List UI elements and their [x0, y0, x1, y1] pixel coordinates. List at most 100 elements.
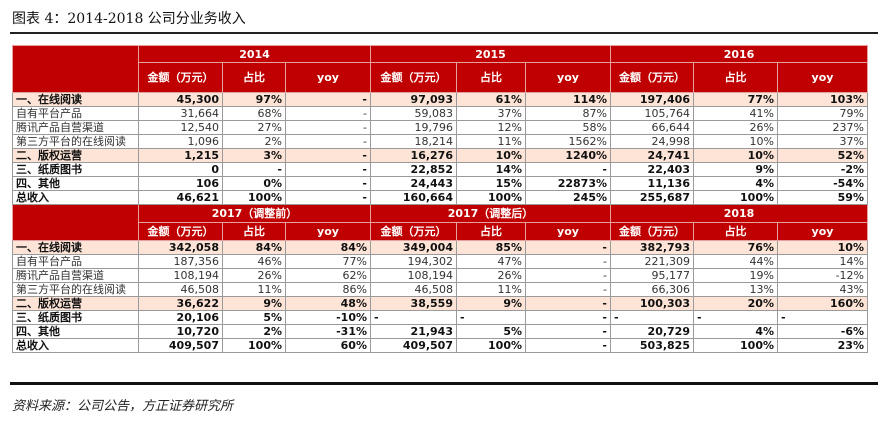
- year-header: 2018: [610, 204, 868, 223]
- share-cell: 19%: [693, 268, 778, 283]
- row-label: 四、其他: [12, 324, 139, 339]
- table-row: 自有平台产品 187,356 46% 77% 194,302 47% -221,309 44%…: [12, 254, 868, 269]
- amount-cell: 12,540: [138, 120, 223, 135]
- amount-cell: 100,303: [610, 296, 694, 311]
- amount-cell: 20,729: [610, 324, 694, 339]
- amount-cell: 46,508: [138, 282, 223, 297]
- column-header: 占比: [456, 62, 526, 93]
- share-cell: 68%: [222, 106, 286, 121]
- share-cell: 12%: [456, 120, 526, 135]
- amount-cell: 36,622: [138, 296, 223, 311]
- amount-cell: 46,508: [370, 282, 457, 297]
- table-row: 二、版权运营 1,215 3% -16,276 10% 1240% 24,741 10% 52%: [12, 148, 868, 163]
- yoy-cell: -: [285, 148, 371, 163]
- amount-cell: 16,276: [370, 148, 457, 163]
- amount-cell: 45,300: [138, 92, 223, 107]
- amount-cell: 0: [138, 162, 223, 177]
- share-cell: 100%: [693, 190, 778, 205]
- yoy-cell: 86%: [285, 282, 371, 297]
- amount-cell: 66,644: [610, 120, 694, 135]
- row-label: 四、其他: [12, 176, 139, 191]
- amount-cell: -: [610, 310, 694, 325]
- column-header: 占比: [693, 62, 778, 93]
- yoy-cell: 48%: [285, 296, 371, 311]
- column-header-row: 金额（万元） 占比 yoy 金额（万元） 占比 yoy 金额（万元） 占比 yoy: [13, 222, 868, 241]
- share-cell: 84%: [222, 240, 286, 255]
- amount-cell: 108,194: [370, 268, 457, 283]
- column-header: 占比: [222, 222, 286, 241]
- share-cell: 4%: [693, 176, 778, 191]
- yoy-cell: -: [525, 324, 611, 339]
- share-cell: 20%: [693, 296, 778, 311]
- amount-cell: 24,443: [370, 176, 457, 191]
- table-row: 二、版权运营 36,622 9% 48% 38,559 9% -100,303 20% 160%: [12, 296, 868, 311]
- year-header-row: 2014 2015 2016: [12, 45, 868, 93]
- amount-cell: 59,083: [370, 106, 457, 121]
- amount-cell: 66,306: [610, 282, 694, 297]
- corner-cell: [12, 45, 139, 93]
- yoy-cell: -2%: [777, 162, 868, 177]
- column-header: 占比: [456, 222, 526, 241]
- yoy-cell: 22873%: [525, 176, 611, 191]
- yoy-cell: 84%: [285, 240, 371, 255]
- row-label: 一、在线阅读: [12, 92, 139, 107]
- yoy-cell: 1562%: [525, 134, 611, 149]
- share-cell: 9%: [222, 296, 286, 311]
- share-cell: 10%: [693, 148, 778, 163]
- column-header: yoy: [285, 62, 371, 93]
- amount-cell: 11,136: [610, 176, 694, 191]
- yoy-cell: -: [525, 240, 611, 255]
- row-label: 腾讯产品自营渠道: [12, 268, 139, 283]
- table-row: 自有平台产品 31,664 68% -59,083 37% 87% 105,764 41% 79…: [12, 106, 868, 121]
- yoy-cell: 77%: [285, 254, 371, 269]
- amount-cell: 24,998: [610, 134, 694, 149]
- row-label: 三、纸质图书: [12, 162, 139, 177]
- share-cell: 26%: [456, 268, 526, 283]
- table-row: 三、纸质图书 20,106 5% -10% - - - - - -: [12, 310, 868, 325]
- yoy-cell: 58%: [525, 120, 611, 135]
- share-cell: 100%: [222, 338, 286, 353]
- share-cell: 37%: [456, 106, 526, 121]
- table-row: 四、其他 106 0% -24,443 15% 22873% 11,136 4% -54%: [12, 176, 868, 191]
- share-cell: 44%: [693, 254, 778, 269]
- share-cell: 100%: [693, 338, 778, 353]
- column-header: 占比: [693, 222, 778, 241]
- table-row: 总收入 46,621 100% -160,664 100% 245% 255,687 100%…: [12, 190, 868, 205]
- yoy-cell: -: [525, 296, 611, 311]
- yoy-cell: 43%: [777, 282, 868, 297]
- table-row: 一、在线阅读 45,300 97% -97,093 61% 114% 197,406 77% 1…: [12, 92, 868, 107]
- year-header-row: 2017（调整前） 2017（调整后） 2018: [12, 204, 868, 241]
- year-header: 2016: [610, 45, 868, 63]
- table-row: 腾讯产品自营渠道 12,540 27% -19,796 12% 58% 66,644 26% 2…: [12, 120, 868, 135]
- title-divider: [10, 32, 878, 34]
- share-cell: 11%: [456, 282, 526, 297]
- row-label: 三、纸质图书: [12, 310, 139, 325]
- yoy-cell: -31%: [285, 324, 371, 339]
- share-cell: 97%: [222, 92, 286, 107]
- share-cell: 5%: [456, 324, 526, 339]
- amount-cell: 1,215: [138, 148, 223, 163]
- yoy-cell: -: [285, 190, 371, 205]
- amount-cell: 38,559: [370, 296, 457, 311]
- share-cell: 10%: [456, 148, 526, 163]
- share-cell: 77%: [693, 92, 778, 107]
- amount-cell: 22,852: [370, 162, 457, 177]
- amount-cell: 22,403: [610, 162, 694, 177]
- column-header: yoy: [525, 62, 611, 93]
- share-cell: 100%: [222, 190, 286, 205]
- share-cell: 5%: [222, 310, 286, 325]
- amount-cell: -: [370, 310, 457, 325]
- row-label: 总收入: [12, 338, 139, 353]
- amount-cell: 46,621: [138, 190, 223, 205]
- yoy-cell: 245%: [525, 190, 611, 205]
- yoy-cell: 114%: [525, 92, 611, 107]
- column-header: 金额（万元）: [138, 222, 223, 241]
- table-row: 四、其他 10,720 2% -31% 21,943 5% -20,729 4% -6%: [12, 324, 868, 339]
- amount-cell: 97,093: [370, 92, 457, 107]
- yoy-cell: -6%: [777, 324, 868, 339]
- yoy-cell: -: [285, 176, 371, 191]
- yoy-cell: 59%: [777, 190, 868, 205]
- share-cell: 26%: [693, 120, 778, 135]
- yoy-cell: -: [525, 310, 611, 325]
- row-label: 自有平台产品: [12, 106, 139, 121]
